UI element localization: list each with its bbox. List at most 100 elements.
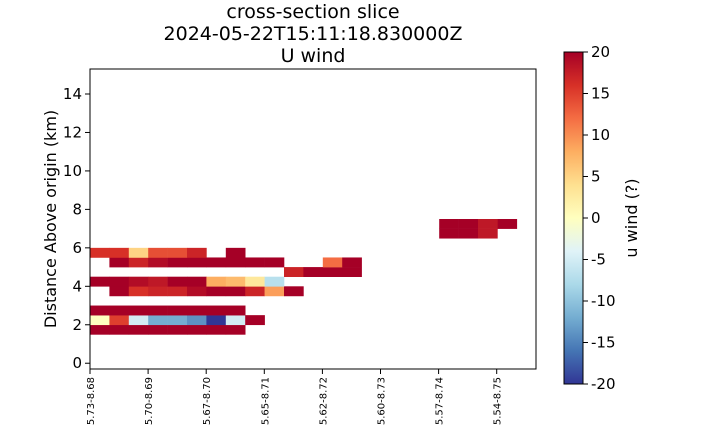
heatmap-cell	[90, 305, 110, 316]
heatmap-cell	[187, 324, 207, 335]
heatmap-cell	[187, 286, 207, 297]
heatmap-cell	[109, 286, 130, 297]
heatmap-cell	[303, 267, 324, 277]
heatmap-cell	[167, 276, 188, 287]
x-tick-label: 5.65-8.71	[260, 377, 271, 425]
heatmap-cell	[206, 315, 227, 326]
heatmap-cell	[206, 324, 227, 335]
heatmap-cell	[109, 315, 130, 326]
heatmap-cell	[90, 315, 110, 326]
x-axis-ticks: 5.73-8.68 5.70-8.69 5.67-8.70 5.65-8.71 5.62…	[86, 369, 504, 425]
heatmap-cell	[497, 219, 518, 229]
heatmap-cell	[206, 276, 227, 287]
heatmap-cell	[187, 315, 207, 326]
colorbar-tick-label: 20	[591, 43, 610, 61]
x-tick-label: 5.70-8.69	[144, 377, 155, 425]
heatmap-cell	[206, 257, 227, 268]
heatmap-cell	[167, 305, 188, 316]
y-tick-label: 4	[72, 277, 82, 295]
colorbar-ticks: -20 -15 -10 -5 0 5 10 15 20	[583, 43, 616, 393]
heatmap-cell	[225, 305, 246, 316]
heatmap-cell	[167, 257, 188, 268]
heatmap-cell	[245, 286, 265, 297]
heatmap-cell	[148, 276, 168, 287]
colorbar: -20 -15 -10 -5 0 5 10 15 20 u wind (?)	[563, 43, 641, 393]
y-axis-ticks: 0 2 4 6 8 10 12 14	[63, 85, 90, 372]
heatmap-cell	[128, 257, 149, 268]
x-tick-label: 5.57-8.74	[435, 377, 446, 425]
heatmap-cell	[264, 286, 285, 297]
heatmap-cell	[167, 286, 188, 297]
x-tick-label: 5.73-8.68	[86, 377, 97, 425]
heatmap-cell	[148, 324, 168, 335]
heatmap-cell	[342, 257, 362, 268]
heatmap-cell	[128, 305, 149, 316]
heatmap-cell	[322, 257, 343, 268]
chart-title-line-3: U wind	[281, 45, 346, 67]
heatmap-cell	[109, 247, 130, 258]
heatmap-cell	[128, 276, 149, 287]
heatmap-cell	[225, 257, 246, 268]
heatmap-cell	[225, 247, 246, 258]
heatmap-cells	[90, 219, 518, 335]
colorbar-tick-label: 10	[591, 126, 610, 144]
heatmap-cell	[148, 247, 168, 258]
colorbar-tick-label: -10	[591, 292, 616, 310]
heatmap-cell	[167, 324, 188, 335]
heatmap-cell	[245, 276, 265, 287]
heatmap-cell	[478, 228, 498, 239]
colorbar-tick-label: 15	[591, 85, 610, 103]
x-tick-label: 5.67-8.70	[202, 377, 213, 425]
chart-title: cross-section slice 2024-05-22T15:11:18.…	[164, 1, 463, 67]
heatmap-cell	[478, 219, 498, 229]
heatmap-cell	[109, 276, 130, 287]
heatmap-cell	[128, 247, 149, 258]
heatmap-cell	[225, 276, 246, 287]
plot-frame	[89, 68, 537, 370]
heatmap-cell	[322, 267, 343, 277]
heatmap-cell	[458, 228, 479, 239]
heatmap-cell	[90, 324, 110, 335]
heatmap-cell	[187, 305, 207, 316]
y-tick-label: 6	[72, 239, 82, 257]
y-tick-label: 10	[63, 162, 82, 180]
y-tick-label: 0	[72, 354, 82, 372]
heatmap-cell	[148, 286, 168, 297]
heatmap-cell	[128, 315, 149, 326]
x-tick-label: 5.54-8.75	[493, 377, 504, 425]
heatmap-cell	[225, 315, 246, 326]
y-tick-label: 2	[72, 316, 82, 334]
heatmap-cell	[187, 257, 207, 268]
y-tick-label: 12	[63, 123, 82, 141]
colorbar-gradient	[564, 52, 583, 384]
colorbar-tick-label: 5	[591, 168, 601, 186]
heatmap-cell	[167, 315, 188, 326]
heatmap-cell	[187, 247, 207, 258]
heatmap-cell	[90, 276, 110, 287]
y-axis-label: Distance Above origin (km)	[41, 110, 60, 328]
heatmap-cell	[109, 305, 130, 316]
x-tick-label: 5.62-8.72	[318, 377, 329, 425]
heatmap-cell	[148, 315, 168, 326]
colorbar-label: u wind (?)	[622, 178, 641, 257]
heatmap-cell	[206, 286, 227, 297]
heatmap-cell	[439, 228, 459, 239]
heatmap-cell	[148, 257, 168, 268]
heatmap-cell	[109, 257, 130, 268]
heatmap-cell	[206, 305, 227, 316]
heatmap-cell	[90, 247, 110, 258]
heatmap-cell	[128, 286, 149, 297]
chart-title-line-2: 2024-05-22T15:11:18.830000Z	[164, 23, 463, 45]
heatmap-cell	[128, 324, 149, 335]
heatmap-cell	[187, 276, 207, 287]
y-tick-label: 8	[72, 200, 82, 218]
y-tick-label: 14	[63, 85, 82, 103]
heatmap-cell	[284, 267, 304, 277]
heatmap-cell	[225, 286, 246, 297]
colorbar-tick-label: -15	[591, 334, 616, 352]
x-tick-label: 5.60-8.73	[377, 377, 388, 425]
heatmap-cell	[264, 276, 285, 287]
heatmap-cell	[245, 257, 265, 268]
